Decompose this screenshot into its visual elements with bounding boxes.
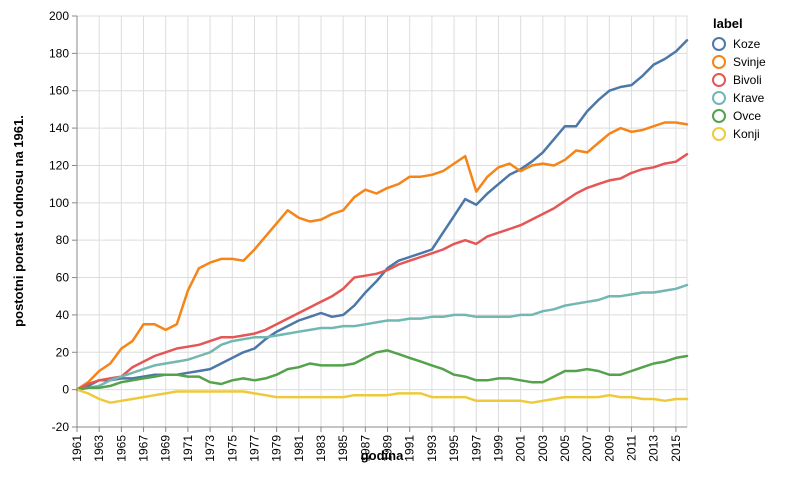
x-tick-label: 2005 xyxy=(558,435,572,462)
x-tick-label: 2001 xyxy=(514,435,528,462)
y-tick-label: -20 xyxy=(52,420,70,434)
x-axis: 1961 1963 1965 1967 1969 1971 1973 1975 1977 1979… xyxy=(70,426,687,462)
legend-title: label xyxy=(713,16,743,31)
x-tick-label: 1971 xyxy=(181,435,195,462)
y-tick-label: 160 xyxy=(49,84,69,98)
legend-symbol xyxy=(712,109,726,123)
legend-symbol xyxy=(712,91,726,105)
legend-label: Konji xyxy=(733,127,760,141)
legend-label: Krave xyxy=(733,91,765,105)
x-tick-label: 2015 xyxy=(669,435,683,462)
y-tick-label: 60 xyxy=(56,271,70,285)
x-tick-label: 1983 xyxy=(314,435,328,462)
x-tick-label: 1975 xyxy=(225,435,239,462)
x-tick-label: 1963 xyxy=(92,435,106,462)
series-line-krave xyxy=(75,283,689,391)
legend-label: Koze xyxy=(733,37,761,51)
legend-label: Svinje xyxy=(733,55,766,69)
x-tick-label: 1979 xyxy=(270,435,284,462)
y-axis: -20 0 20 40 60 80 100 120 140 160 180 200 xyxy=(49,9,78,434)
series-line-koze xyxy=(75,39,689,391)
x-tick-label: 1987 xyxy=(358,435,372,462)
y-tick-label: 20 xyxy=(56,345,70,359)
legend-label: Ovce xyxy=(733,109,761,123)
x-tick-label: 2013 xyxy=(647,435,661,462)
y-axis-title: postotni porast u odnosu na 1961. xyxy=(11,115,26,327)
legend-label: Bivoli xyxy=(733,73,762,87)
y-tick-label: 180 xyxy=(49,46,69,60)
x-tick-label: 1999 xyxy=(491,435,505,462)
grid-lines xyxy=(76,15,687,428)
x-tick-label: 1967 xyxy=(137,435,151,462)
x-tick-label: 2009 xyxy=(602,435,616,462)
y-tick-label: 0 xyxy=(62,383,69,397)
x-tick-label: 1969 xyxy=(159,435,173,462)
x-tick-label: 2007 xyxy=(580,435,594,462)
x-tick-label: 1961 xyxy=(70,435,84,462)
legend-symbol xyxy=(712,55,726,69)
series-line-bivoli xyxy=(75,152,689,391)
legend-symbol xyxy=(712,127,726,141)
y-tick-label: 140 xyxy=(49,121,69,135)
legend-symbol xyxy=(712,73,726,87)
x-tick-label: 1995 xyxy=(447,435,461,462)
x-tick-label: 2011 xyxy=(625,435,639,461)
y-tick-label: 120 xyxy=(49,158,69,172)
y-tick-label: 200 xyxy=(49,9,69,23)
x-tick-label: 1991 xyxy=(403,435,417,462)
x-tick-label: 2003 xyxy=(536,435,550,462)
x-tick-label: 1977 xyxy=(247,435,261,462)
plot-frame xyxy=(76,15,688,428)
x-tick-label: 1985 xyxy=(336,435,350,462)
x-tick-label: 1997 xyxy=(469,435,483,462)
legend-symbol xyxy=(712,37,726,51)
series-line-ovce xyxy=(75,349,689,391)
x-axis-title: godina xyxy=(361,448,404,463)
x-tick-label: 1981 xyxy=(292,435,306,462)
x-tick-label: 1989 xyxy=(381,435,395,462)
series-line-konji xyxy=(75,388,689,404)
x-tick-label: 1973 xyxy=(203,435,217,462)
y-tick-label: 80 xyxy=(56,233,70,247)
legend: label Koze Svinje Bivoli Krave Ovce Konji xyxy=(712,16,766,141)
x-tick-label: 1993 xyxy=(425,435,439,462)
y-tick-label: 100 xyxy=(49,196,69,210)
y-tick-label: 40 xyxy=(56,308,70,322)
series-line-svinje xyxy=(75,121,689,391)
x-tick-label: 1965 xyxy=(114,435,128,462)
series-lines xyxy=(75,39,689,404)
